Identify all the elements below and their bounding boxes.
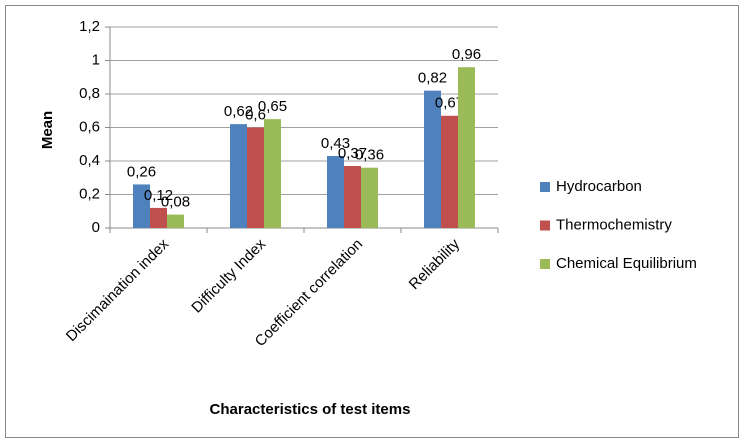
value-label: 0,26 xyxy=(127,163,156,180)
y-tick-label: 0,8 xyxy=(79,85,100,102)
y-tick-label: 0 xyxy=(92,219,100,236)
bar xyxy=(150,207,167,228)
y-tick-label: 0,2 xyxy=(79,185,100,202)
legend-label: Hydrocarbon xyxy=(556,178,642,195)
bar xyxy=(230,124,247,228)
value-label: 0,65 xyxy=(258,98,287,115)
value-label: 0,67 xyxy=(435,95,464,112)
value-label: 0,36 xyxy=(355,147,384,164)
bar xyxy=(361,167,378,228)
value-label: 0,43 xyxy=(321,135,350,152)
value-label: 0,96 xyxy=(452,46,481,63)
bar xyxy=(264,119,281,228)
y-tick-label: 0,6 xyxy=(79,118,100,135)
legend-swatch xyxy=(540,220,550,231)
value-label: 0,37 xyxy=(338,145,367,162)
bar xyxy=(327,155,344,228)
value-label: 0,82 xyxy=(418,70,447,87)
y-tick-label: 1,2 xyxy=(79,18,100,35)
value-label: 0,08 xyxy=(161,194,190,211)
legend-label: Thermochemistry xyxy=(556,216,672,233)
bar xyxy=(424,90,441,229)
bar xyxy=(458,67,475,228)
y-axis-label: Mean xyxy=(39,111,56,149)
value-label: 0,12 xyxy=(144,187,173,204)
value-label: 0,6 xyxy=(245,106,266,123)
legend-swatch xyxy=(540,182,550,192)
y-tick-label: 0,4 xyxy=(79,152,100,169)
bar xyxy=(133,184,150,228)
bar xyxy=(167,214,184,228)
value-label: 0,62 xyxy=(224,103,253,120)
bar xyxy=(441,115,458,228)
y-tick-label: 1 xyxy=(92,51,100,68)
legend-label: Chemical Equilibrium xyxy=(556,255,697,272)
x-axis-label: Characteristics of test items xyxy=(210,401,411,418)
bar xyxy=(344,166,361,228)
legend-swatch xyxy=(540,259,550,269)
bar xyxy=(247,127,264,228)
